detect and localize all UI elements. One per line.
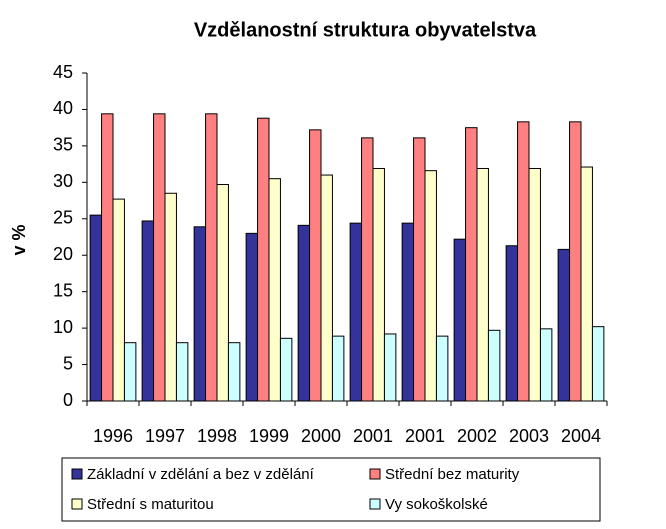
bar (279, 337, 293, 402)
bar (268, 178, 281, 402)
bar (557, 248, 571, 402)
legend-label: Střední s maturitou (87, 496, 214, 513)
bar (528, 167, 541, 402)
bar (435, 335, 449, 402)
x-tick-label: 2004 (561, 426, 601, 446)
y-tick-label: 10 (53, 317, 73, 337)
x-tick-label: 2001 (353, 426, 393, 446)
legend-label: Základní v zdělání a bez v zdělání (87, 466, 315, 483)
x-tick-label: 1997 (145, 426, 185, 446)
bar (361, 137, 374, 402)
bar (245, 232, 259, 402)
bar (153, 113, 166, 402)
x-tick-label: 1998 (197, 426, 237, 446)
bar (372, 167, 385, 402)
bar (476, 167, 489, 402)
bar (413, 137, 426, 402)
bar (112, 198, 125, 402)
x-tick-label: 1996 (93, 426, 133, 446)
legend-swatch (71, 468, 83, 480)
chart-title: Vzdělanostní struktura obyvatelstva (194, 19, 537, 41)
legend-swatch (369, 468, 381, 480)
bar (164, 192, 177, 402)
bar (591, 326, 605, 402)
bar (383, 333, 397, 402)
bar (101, 113, 114, 402)
bar (175, 342, 189, 402)
bar (539, 328, 553, 402)
bar (465, 127, 478, 402)
legend-swatch (369, 498, 381, 510)
y-tick-label: 25 (53, 208, 73, 228)
x-tick-label: 2001 (405, 426, 445, 446)
bar (349, 222, 363, 402)
bar (453, 238, 467, 402)
bar (89, 214, 103, 402)
bar (580, 166, 593, 402)
y-tick-label: 30 (53, 171, 73, 191)
legend-label: Vy sokoškolské (385, 496, 488, 513)
bar (505, 245, 519, 402)
bar (309, 129, 322, 402)
y-axis-label: v % (9, 224, 29, 255)
bar (517, 121, 530, 402)
bar (227, 342, 241, 402)
bar (569, 121, 582, 402)
legend-swatch (71, 498, 83, 510)
x-tick-label: 2000 (301, 426, 341, 446)
bar (193, 226, 207, 402)
y-tick-label: 0 (63, 390, 73, 410)
legend-label: Střední bez maturity (385, 466, 520, 483)
bar (487, 329, 501, 402)
x-tick-label: 2002 (457, 426, 497, 446)
bar (424, 170, 437, 402)
bar (401, 222, 415, 402)
bar (141, 220, 155, 402)
bar (205, 113, 218, 402)
y-tick-label: 5 (63, 353, 73, 373)
y-tick-label: 15 (53, 280, 73, 300)
bar (331, 335, 345, 402)
y-tick-label: 40 (53, 98, 73, 118)
y-tick-label: 45 (53, 62, 73, 82)
legend-box (61, 457, 601, 522)
bar (297, 224, 311, 402)
bar (257, 117, 270, 402)
y-tick-label: 35 (53, 135, 73, 155)
bar (320, 174, 333, 402)
bar (123, 342, 137, 402)
bar (216, 184, 229, 402)
y-tick-label: 20 (53, 244, 73, 264)
x-tick-label: 2003 (509, 426, 549, 446)
x-tick-label: 1999 (249, 426, 289, 446)
